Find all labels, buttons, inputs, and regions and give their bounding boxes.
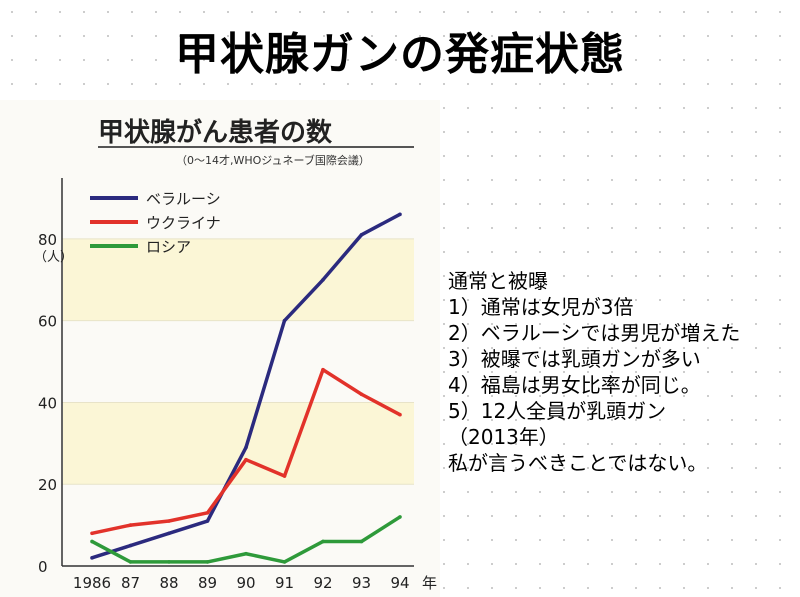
slide-title: 甲状腺ガンの発症状態 [175, 29, 625, 80]
x-tick-label: 1986 [73, 574, 111, 592]
data-point [282, 560, 287, 564]
legend-label-1: ベラルーシ [146, 190, 221, 208]
data-point [205, 560, 210, 564]
notes-heading: 通常と被曝 [448, 269, 548, 293]
x-tick-label: 87 [121, 574, 140, 592]
x-tick-label: 92 [313, 574, 332, 592]
data-point [128, 560, 133, 564]
data-point [167, 519, 171, 523]
note-item-5: 5）12人全員が乳頭ガン [448, 399, 667, 423]
data-point [359, 392, 364, 397]
x-tick-label: 93 [352, 574, 371, 592]
y-tick-label: 0 [38, 558, 48, 576]
chart-figure [0, 100, 440, 597]
x-tick-label: 94 [390, 574, 409, 592]
data-point [282, 318, 287, 323]
y-tick-label: 20 [38, 476, 57, 494]
note-item-6: （2013年） [448, 425, 559, 449]
data-point [205, 519, 210, 523]
note-item-4: 4）福島は男女比率が同じ。 [448, 373, 701, 397]
data-point [321, 277, 325, 282]
x-axis-unit: 年 [422, 574, 437, 592]
y-tick-label: 40 [38, 394, 57, 412]
data-point [398, 212, 402, 217]
data-point [321, 539, 325, 544]
data-point [167, 531, 171, 536]
note-item-7: 私が言うべきことではない。 [448, 451, 708, 475]
note-item-2: 2）ベラルーシでは男児が増えた [448, 321, 741, 345]
y-axis-unit: （人） [34, 250, 73, 265]
note-item-1: 1）通常は女児が3倍 [448, 295, 634, 319]
data-point [321, 367, 325, 372]
note-item-3: 3）被曝では乳頭ガンが多い [448, 347, 701, 371]
legend-label-2: ウクライナ [146, 214, 221, 232]
data-point [128, 523, 133, 527]
x-tick-label: 90 [236, 574, 255, 592]
data-point [90, 556, 94, 560]
data-point [205, 511, 210, 515]
x-tick-label: 88 [159, 574, 178, 592]
y-tick-label: 80 [38, 231, 57, 249]
notes-panel: 通常と被曝 1）通常は女児が3倍 2）ベラルーシでは男児が増えた 3）被曝では乳… [448, 268, 793, 476]
x-tick-label: 89 [198, 574, 217, 592]
chart-title: 甲状腺がん患者の数 [98, 118, 333, 148]
line-chart: 0 20 40 60 80（人） 1986 87 88 89 90 91 92 93 94 年 ベラルーシウク… [34, 178, 437, 592]
chart-title-rule [98, 146, 414, 148]
data-point [167, 560, 171, 564]
legend-label-3: ロシア [146, 238, 191, 256]
data-point [90, 539, 94, 544]
chart-subtitle: （0～14才,WHOジュネーブ国際会議） [176, 154, 370, 167]
data-point [90, 531, 94, 536]
grid-band-1 [63, 238, 414, 321]
y-tick-label: 60 [38, 313, 57, 331]
data-point [398, 412, 402, 417]
data-point [359, 233, 364, 237]
data-point [244, 457, 248, 462]
data-point [128, 543, 133, 548]
x-tick-label: 91 [275, 574, 294, 592]
data-point [244, 551, 248, 556]
data-point [398, 515, 402, 519]
data-point [359, 539, 364, 544]
data-point [282, 474, 287, 478]
data-point [244, 445, 248, 450]
